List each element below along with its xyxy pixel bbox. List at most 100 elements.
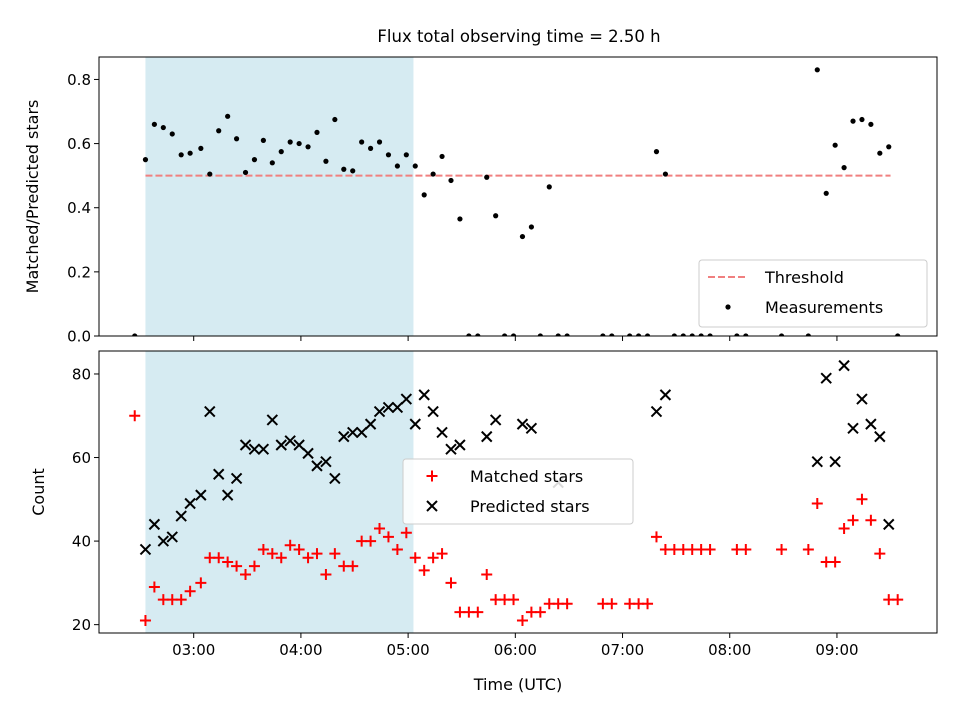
observing-interval [145, 57, 414, 336]
x-tick-label: 09:00 [815, 641, 858, 659]
matched-star-point [892, 594, 904, 606]
y-tick-label: 0.0 [67, 328, 91, 346]
predicted-star-point [516, 418, 529, 430]
measurement-point [778, 333, 785, 336]
matched-star-point [184, 585, 196, 597]
predicted-star-point [248, 443, 261, 455]
measurement-point [359, 139, 365, 145]
legend-box [698, 259, 928, 328]
measurement-point [600, 333, 606, 336]
matched-star-point [129, 410, 141, 422]
measurement-point [448, 177, 454, 184]
predicted-star-point [427, 405, 439, 418]
plot-area [132, 67, 901, 336]
legend-threshold-label: Threshold [764, 268, 844, 287]
measurement-point [403, 152, 409, 158]
measurement-point [859, 116, 865, 123]
predicted-star-point [883, 518, 895, 531]
predicted-star-point [525, 422, 538, 434]
matched-star-point [400, 527, 412, 539]
measurement-point [332, 116, 338, 123]
predicted-star-point [382, 401, 395, 414]
measurement-point [242, 169, 249, 176]
matched-star-point [257, 543, 269, 555]
measurement-point [886, 144, 892, 150]
measurement-point [305, 144, 311, 150]
matched-star-point [175, 594, 187, 606]
measurement-point [546, 184, 552, 190]
measurement-point [519, 233, 526, 240]
matched-star-point [642, 598, 654, 610]
measurement-point [671, 333, 677, 336]
matched-star-point [240, 569, 252, 581]
measurement-point [187, 150, 193, 156]
measurement-point [296, 140, 302, 147]
predicted-star-point [157, 535, 170, 547]
matched-star-point [561, 598, 573, 610]
predicted-star-point [139, 543, 152, 556]
measurement-point [151, 121, 157, 127]
predicted-star-point [391, 401, 404, 414]
matched-star-point [195, 577, 207, 589]
y-tick-label: 0.2 [67, 263, 91, 281]
predicted-star-point [166, 531, 178, 543]
measurement-point [680, 333, 686, 336]
matched-star-point [365, 535, 377, 547]
predicted-star-point [489, 414, 502, 426]
legend-box [402, 458, 634, 525]
measurement-point [457, 216, 463, 222]
predicted-star-point [400, 393, 413, 405]
measurement-point [225, 113, 231, 119]
matched-star-point [320, 569, 332, 581]
predicted-star-point [650, 405, 663, 418]
legend-matched-swatch [426, 470, 438, 482]
predicted-star-point [184, 497, 196, 510]
matched-star-point [275, 552, 287, 564]
matched-star-point [856, 493, 868, 505]
matched-star-point [740, 543, 752, 555]
measurement-point [178, 152, 184, 158]
measurement-point [278, 149, 284, 155]
y-tick-label: 0.6 [67, 135, 91, 153]
y-tick-label: 80 [72, 365, 91, 383]
predicted-star-point [418, 389, 430, 401]
measurement-point [207, 171, 213, 177]
predicted-star-point [856, 393, 868, 405]
predicted-star-point [409, 418, 421, 430]
predicted-star-point [213, 468, 225, 480]
y-tick-label: 0.8 [67, 71, 91, 89]
predicted-star-point [204, 405, 216, 418]
measurement-point [823, 190, 829, 196]
matched-star-point [266, 548, 278, 560]
matched-star-point [650, 531, 662, 543]
matched-star-point [231, 560, 243, 572]
count-panel: 20 40 60 80 03:00 04:00 05:00 06:00 07:00 08:00 09… [29, 350, 938, 694]
measurement-point [698, 333, 704, 336]
measurement-point [251, 157, 258, 163]
predicted-star-point [275, 439, 287, 451]
measurement-point [636, 333, 642, 336]
measurement-point [850, 118, 856, 124]
matched-star-point [472, 606, 484, 618]
measurement-point [439, 153, 445, 160]
predicted-star-point [659, 389, 672, 401]
matched-star-point [374, 523, 386, 535]
measurement-point [707, 333, 713, 336]
predicted-star-point [257, 443, 270, 455]
predicted-star-point [820, 372, 832, 384]
predicted-star-point [239, 439, 252, 451]
predicted-star-point [355, 426, 368, 439]
matched-star-point [847, 514, 859, 526]
measurement-point [412, 163, 418, 169]
predicted-star-point [329, 472, 341, 485]
axes-frame [98, 350, 938, 634]
matched-star-point [534, 606, 546, 618]
legend-measurement-label: Measurements [765, 298, 883, 317]
measurement-point [564, 333, 570, 336]
predicted-star-point [436, 426, 448, 439]
measurement-point [233, 136, 240, 142]
measurement-point [484, 174, 490, 180]
matched-star-point [838, 523, 850, 535]
matched-star-point [606, 598, 618, 610]
measurement-point [528, 224, 535, 230]
